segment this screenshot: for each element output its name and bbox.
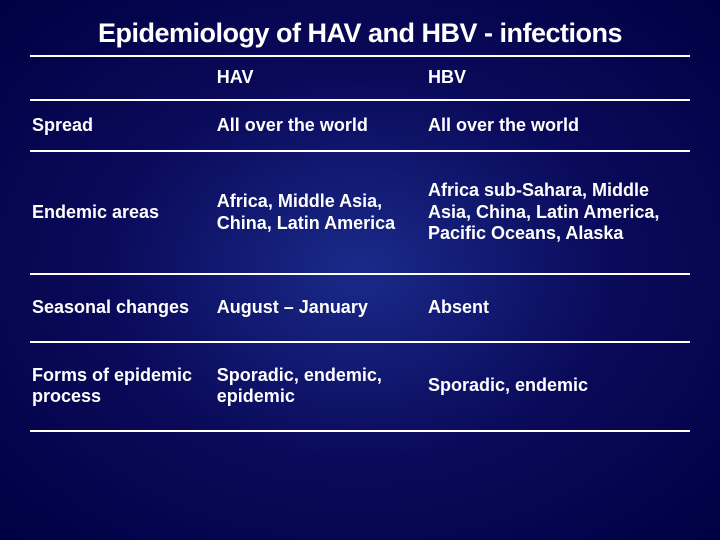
- row-label: Forms of epidemic process: [30, 342, 215, 431]
- table-row: Forms of epidemic process Sporadic, ende…: [30, 342, 690, 431]
- row-label: Endemic areas: [30, 151, 215, 274]
- row-label: Spread: [30, 100, 215, 152]
- table-row: Endemic areas Africa, Middle Asia, China…: [30, 151, 690, 274]
- row-hbv: Absent: [426, 274, 690, 342]
- row-hav: Africa, Middle Asia, China, Latin Americ…: [215, 151, 426, 274]
- row-hbv: Africa sub-Sahara, Middle Asia, China, L…: [426, 151, 690, 274]
- header-blank: [30, 57, 215, 100]
- comparison-table: HAV HBV Spread All over the world All ov…: [30, 57, 690, 432]
- table-row: Spread All over the world All over the w…: [30, 100, 690, 152]
- row-hav: All over the world: [215, 100, 426, 152]
- header-hbv: HBV: [426, 57, 690, 100]
- row-hbv: All over the world: [426, 100, 690, 152]
- row-label: Seasonal changes: [30, 274, 215, 342]
- table-row: Seasonal changes August – January Absent: [30, 274, 690, 342]
- table-header-row: HAV HBV: [30, 57, 690, 100]
- row-hav: Sporadic, endemic, epidemic: [215, 342, 426, 431]
- header-hav: HAV: [215, 57, 426, 100]
- slide-title: Epidemiology of HAV and HBV - infections: [30, 18, 690, 57]
- row-hav: August – January: [215, 274, 426, 342]
- row-hbv: Sporadic, endemic: [426, 342, 690, 431]
